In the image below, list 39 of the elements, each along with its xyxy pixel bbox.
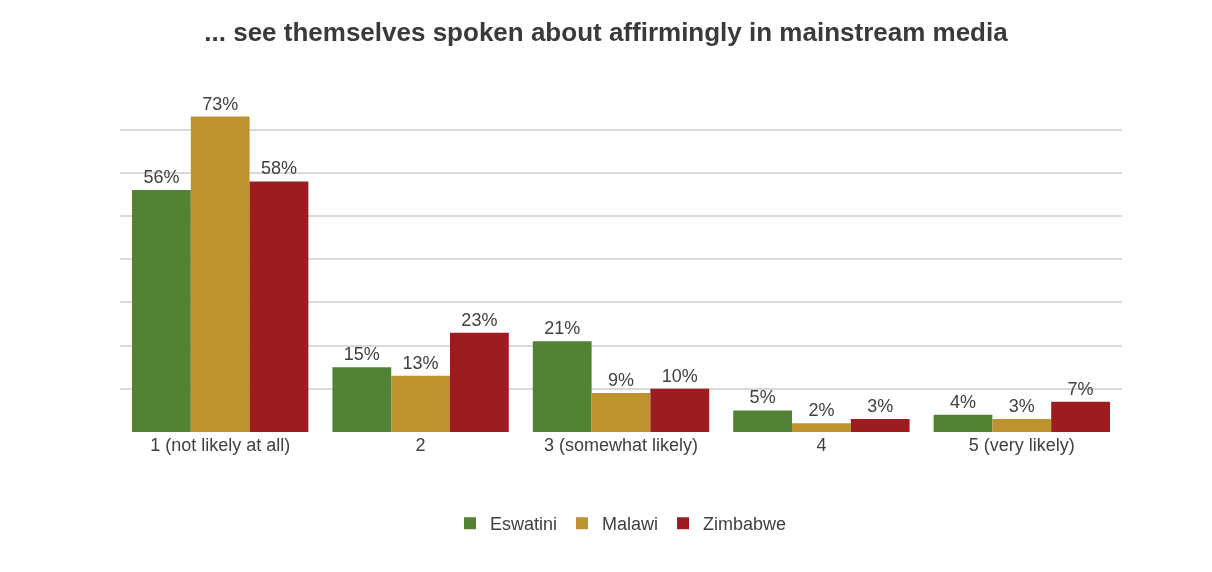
x-tick-label: 3 (somewhat likely) [543,435,699,455]
bar [591,393,651,432]
bar [933,414,993,432]
bar [249,181,309,432]
data-label: 23% [461,309,498,330]
bar [332,367,392,432]
legend-label: Eswatini [490,514,558,535]
bar [190,116,250,432]
bar [1051,401,1110,432]
bar [132,190,191,432]
data-label: 15% [343,344,380,365]
bar [992,419,1052,432]
data-label: 4% [950,391,977,412]
bar [532,341,592,432]
bar [650,388,710,432]
x-tick-label: 2 [415,435,426,455]
bar [850,419,910,432]
data-label: 21% [544,318,581,339]
bar [792,423,851,432]
x-tick-label: 1 (not likely at all) [150,435,291,455]
chart-title: ... see themselves spoken about affirmingly in mainstream media [204,17,1009,48]
x-tick-label: 5 (very likely) [968,435,1075,455]
bar [391,375,450,432]
data-label: 5% [749,387,776,408]
legend-label: Malawi [602,514,659,535]
data-label: 58% [260,158,297,179]
data-label: 2% [808,400,835,421]
data-label: 3% [1008,396,1035,417]
data-label: 9% [607,370,635,391]
data-label: 13% [402,352,439,373]
bar [733,410,793,432]
data-label: 73% [202,93,239,114]
x-tick-label: 4 [816,435,827,455]
data-label: 3% [867,396,894,417]
bar [449,332,509,432]
data-label: 10% [661,365,698,386]
legend-label: Zimbabwe [703,514,787,535]
data-label: 7% [1067,378,1094,399]
data-label: 56% [143,167,180,188]
